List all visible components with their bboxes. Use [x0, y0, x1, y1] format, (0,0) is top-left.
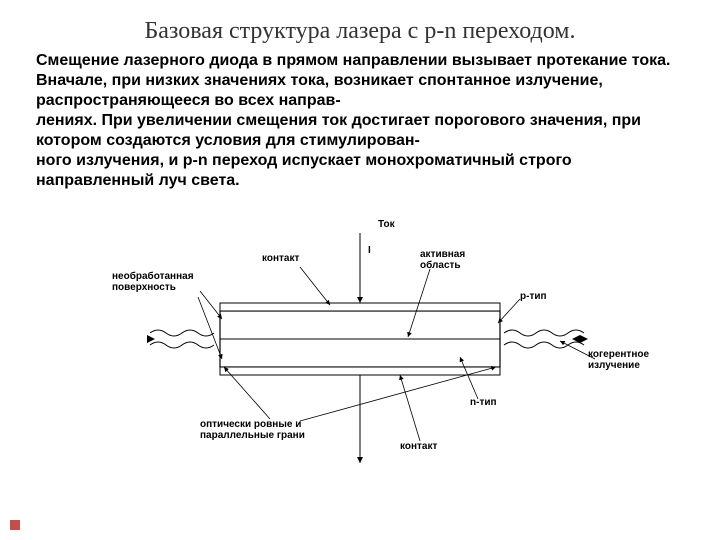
- label-optical-faces: оптически ровные ипараллельные грани: [200, 419, 305, 441]
- label-untreated-surface: необработаннаяповерхность: [112, 271, 194, 293]
- label-current: Ток: [378, 219, 395, 230]
- label-coherent-radiation: когерентноеизлучение: [588, 349, 649, 371]
- label-contact-bottom: контакт: [400, 441, 437, 452]
- label-active-region: активнаяобласть: [420, 249, 465, 271]
- body-paragraph: Смещение лазерного диода в прямом направ…: [0, 51, 720, 191]
- label-n-type: n-тип: [470, 397, 497, 408]
- page-title: Базовая структура лазера с p-n переходом…: [0, 0, 720, 51]
- label-i: I: [368, 245, 371, 256]
- corner-marker-icon: [10, 520, 20, 530]
- label-p-type: p-тип: [520, 291, 547, 302]
- label-contact-top: контакт: [262, 253, 299, 264]
- laser-diagram: Ток контакт I необработаннаяповерхность …: [0, 191, 720, 511]
